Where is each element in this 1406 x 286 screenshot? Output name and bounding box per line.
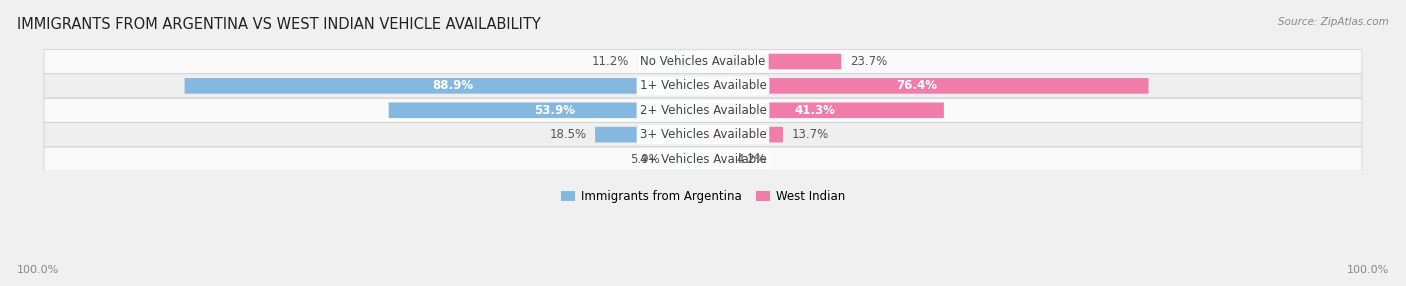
Text: 53.9%: 53.9%: [534, 104, 575, 117]
FancyBboxPatch shape: [703, 127, 783, 142]
Text: 4+ Vehicles Available: 4+ Vehicles Available: [640, 152, 766, 166]
FancyBboxPatch shape: [703, 54, 841, 69]
Text: 76.4%: 76.4%: [897, 80, 938, 92]
FancyBboxPatch shape: [668, 151, 703, 167]
Text: 100.0%: 100.0%: [1347, 265, 1389, 275]
FancyBboxPatch shape: [388, 102, 703, 118]
FancyBboxPatch shape: [638, 54, 703, 69]
Text: 100.0%: 100.0%: [17, 265, 59, 275]
Text: 11.2%: 11.2%: [592, 55, 628, 68]
FancyBboxPatch shape: [703, 151, 727, 167]
FancyBboxPatch shape: [44, 74, 1362, 98]
Legend: Immigrants from Argentina, West Indian: Immigrants from Argentina, West Indian: [557, 186, 849, 208]
Text: Source: ZipAtlas.com: Source: ZipAtlas.com: [1278, 17, 1389, 27]
FancyBboxPatch shape: [595, 127, 703, 142]
Text: No Vehicles Available: No Vehicles Available: [640, 55, 766, 68]
Text: IMMIGRANTS FROM ARGENTINA VS WEST INDIAN VEHICLE AVAILABILITY: IMMIGRANTS FROM ARGENTINA VS WEST INDIAN…: [17, 17, 541, 32]
Text: 3+ Vehicles Available: 3+ Vehicles Available: [640, 128, 766, 141]
Text: 18.5%: 18.5%: [550, 128, 586, 141]
FancyBboxPatch shape: [44, 98, 1362, 122]
FancyBboxPatch shape: [44, 123, 1362, 147]
Text: 41.3%: 41.3%: [794, 104, 835, 117]
FancyBboxPatch shape: [184, 78, 703, 94]
FancyBboxPatch shape: [44, 147, 1362, 171]
Text: 5.9%: 5.9%: [630, 152, 659, 166]
Text: 88.9%: 88.9%: [432, 80, 474, 92]
FancyBboxPatch shape: [703, 78, 1149, 94]
Text: 13.7%: 13.7%: [792, 128, 830, 141]
FancyBboxPatch shape: [703, 102, 943, 118]
Text: 2+ Vehicles Available: 2+ Vehicles Available: [640, 104, 766, 117]
FancyBboxPatch shape: [44, 49, 1362, 74]
Text: 4.2%: 4.2%: [737, 152, 766, 166]
Text: 1+ Vehicles Available: 1+ Vehicles Available: [640, 80, 766, 92]
Text: 23.7%: 23.7%: [851, 55, 887, 68]
